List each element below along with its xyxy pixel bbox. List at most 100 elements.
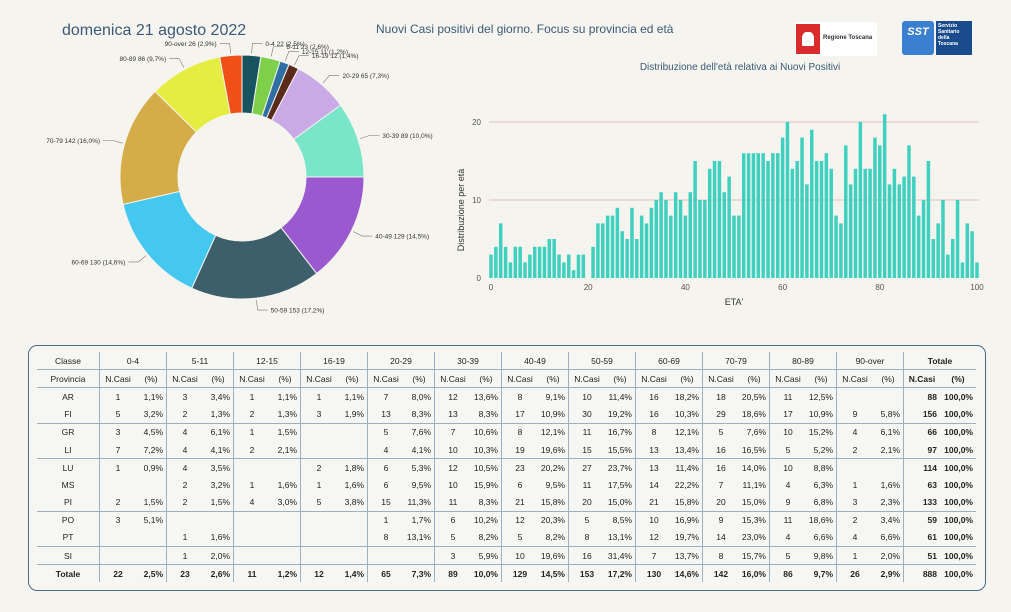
- header-age-class: 0-4: [99, 352, 167, 371]
- ncasi-cell: 16: [635, 405, 672, 424]
- pct-cell: 3,2%: [210, 479, 230, 490]
- age-bar: [707, 168, 712, 278]
- header-classe: Classe: [37, 352, 100, 371]
- total-ncasi-cell: 88: [903, 387, 940, 406]
- pct-cell: 15,7%: [739, 546, 770, 565]
- age-bar: [528, 254, 532, 278]
- province-cell: Totale: [37, 564, 100, 583]
- province-cell: SI: [37, 546, 100, 565]
- regione-logo-text: Regione Toscana: [823, 35, 873, 41]
- table-total-row: Totale 22 2,5% 23 2,6% 11 1,2% 12 1,4% 65 7,3% 89 10…: [37, 564, 976, 583]
- ncasi-cell: 1: [233, 387, 270, 406]
- page-title: Nuovi Casi positivi del giorno. Focus su…: [376, 22, 674, 36]
- pct-cell: 1,6%: [277, 479, 297, 490]
- ncasi-cell: [300, 422, 337, 441]
- ncasi-cell: 1: [367, 510, 404, 529]
- header-age-class: 50-59: [568, 352, 636, 371]
- pct-cell: 1,6%: [880, 479, 900, 490]
- age-bar: [732, 215, 736, 278]
- ncasi-cell: 20: [568, 493, 605, 512]
- ncasi-cell: 4: [233, 493, 270, 512]
- bar-xtick-label: 60: [778, 283, 787, 292]
- pct-cell: 16,0%: [739, 564, 770, 583]
- donut-leader-line: [359, 135, 380, 139]
- ncasi-cell: 11: [434, 493, 471, 512]
- ncasi-cell: [166, 510, 203, 529]
- header-ncasi: N.Casi: [769, 369, 806, 389]
- donut-leader-line: [128, 255, 147, 263]
- pct-cell: 8,3%: [411, 409, 431, 420]
- age-bar: [610, 215, 615, 278]
- ncasi-cell: 5: [300, 493, 337, 512]
- pct-cell: [873, 458, 904, 477]
- age-bar: [532, 246, 537, 278]
- pct-cell: 1,6%: [344, 479, 364, 490]
- ncasi-cell: 129: [501, 564, 538, 583]
- age-bar: [717, 161, 722, 278]
- header-pct: (%): [471, 369, 502, 389]
- pct-cell: 1,8%: [337, 458, 368, 477]
- total-ncasi-cell: 51: [903, 546, 940, 565]
- pct-cell: 2,1%: [277, 444, 297, 455]
- pct-cell: 6,3%: [813, 479, 833, 490]
- pct-cell: 6,1%: [873, 422, 904, 441]
- ncasi-cell: 17: [501, 405, 538, 424]
- age-bar: [557, 254, 561, 278]
- pct-cell: 11,1%: [742, 479, 766, 490]
- ncasi-cell: 12: [635, 528, 672, 547]
- donut-leader-line: [285, 51, 299, 61]
- age-bar: [508, 262, 513, 278]
- ncasi-cell: 2: [166, 405, 203, 424]
- ncasi-cell: 14: [702, 528, 739, 547]
- header-ncasi: N.Casi: [300, 369, 337, 389]
- pct-cell: [136, 476, 167, 493]
- total-pct-cell: 100,0%: [944, 444, 973, 455]
- pct-cell: [873, 388, 904, 406]
- pct-cell: 1,7%: [404, 510, 435, 529]
- header-pct: (%): [605, 369, 636, 389]
- header-ncasi: N.Casi: [233, 369, 270, 389]
- age-bar: [673, 192, 678, 278]
- bar-yaxis-label: Distribuzione per età: [456, 169, 466, 252]
- ncasi-cell: 1: [166, 528, 203, 547]
- age-bar: [513, 246, 518, 278]
- pct-cell: 2,6%: [203, 564, 234, 583]
- age-bar: [703, 200, 707, 278]
- ncasi-cell: 1: [233, 422, 270, 441]
- pct-cell: 15,5%: [607, 444, 632, 455]
- total-pct-cell: 100,0%: [944, 532, 973, 543]
- age-bar: [790, 168, 795, 278]
- age-bar: [722, 192, 727, 278]
- pct-cell: 8,3%: [478, 409, 498, 420]
- ncasi-cell: 11: [568, 476, 605, 494]
- pct-cell: 2,1%: [880, 444, 900, 455]
- regione-toscana-logo: Regione Toscana: [795, 22, 877, 56]
- ncasi-cell: [367, 546, 404, 565]
- ncasi-cell: 4: [367, 440, 404, 459]
- total-pct-cell: 100,0%: [944, 479, 973, 490]
- header-age-class: 80-89: [769, 352, 837, 371]
- ncasi-cell: 21: [501, 493, 538, 512]
- ncasi-cell: 8: [702, 546, 739, 565]
- ncasi-cell: 20: [702, 493, 739, 512]
- sst-logo-mark: SST: [902, 21, 934, 55]
- pct-cell: [136, 529, 167, 547]
- total-ncasi-cell: 66: [903, 422, 940, 441]
- donut-slice-label: 70-79 142 (16,0%): [46, 138, 100, 145]
- pct-cell: 19,2%: [607, 409, 632, 420]
- header-ncasi: N.Casi: [568, 369, 605, 389]
- age-bar: [654, 200, 658, 278]
- ncasi-cell: 4: [836, 422, 873, 441]
- pct-cell: 1,9%: [344, 409, 364, 420]
- age-bar: [868, 168, 872, 278]
- pct-cell: 6,8%: [813, 497, 833, 508]
- header-age-class: 30-39: [434, 352, 502, 371]
- age-bar: [605, 215, 610, 278]
- pct-cell: 1,1%: [143, 391, 163, 402]
- age-bar: [907, 145, 911, 278]
- age-bar: [591, 246, 595, 278]
- pct-cell: 18,2%: [674, 391, 699, 402]
- pct-cell: 8,2%: [545, 532, 565, 543]
- ncasi-cell: 8: [568, 528, 605, 547]
- age-bar: [669, 215, 673, 278]
